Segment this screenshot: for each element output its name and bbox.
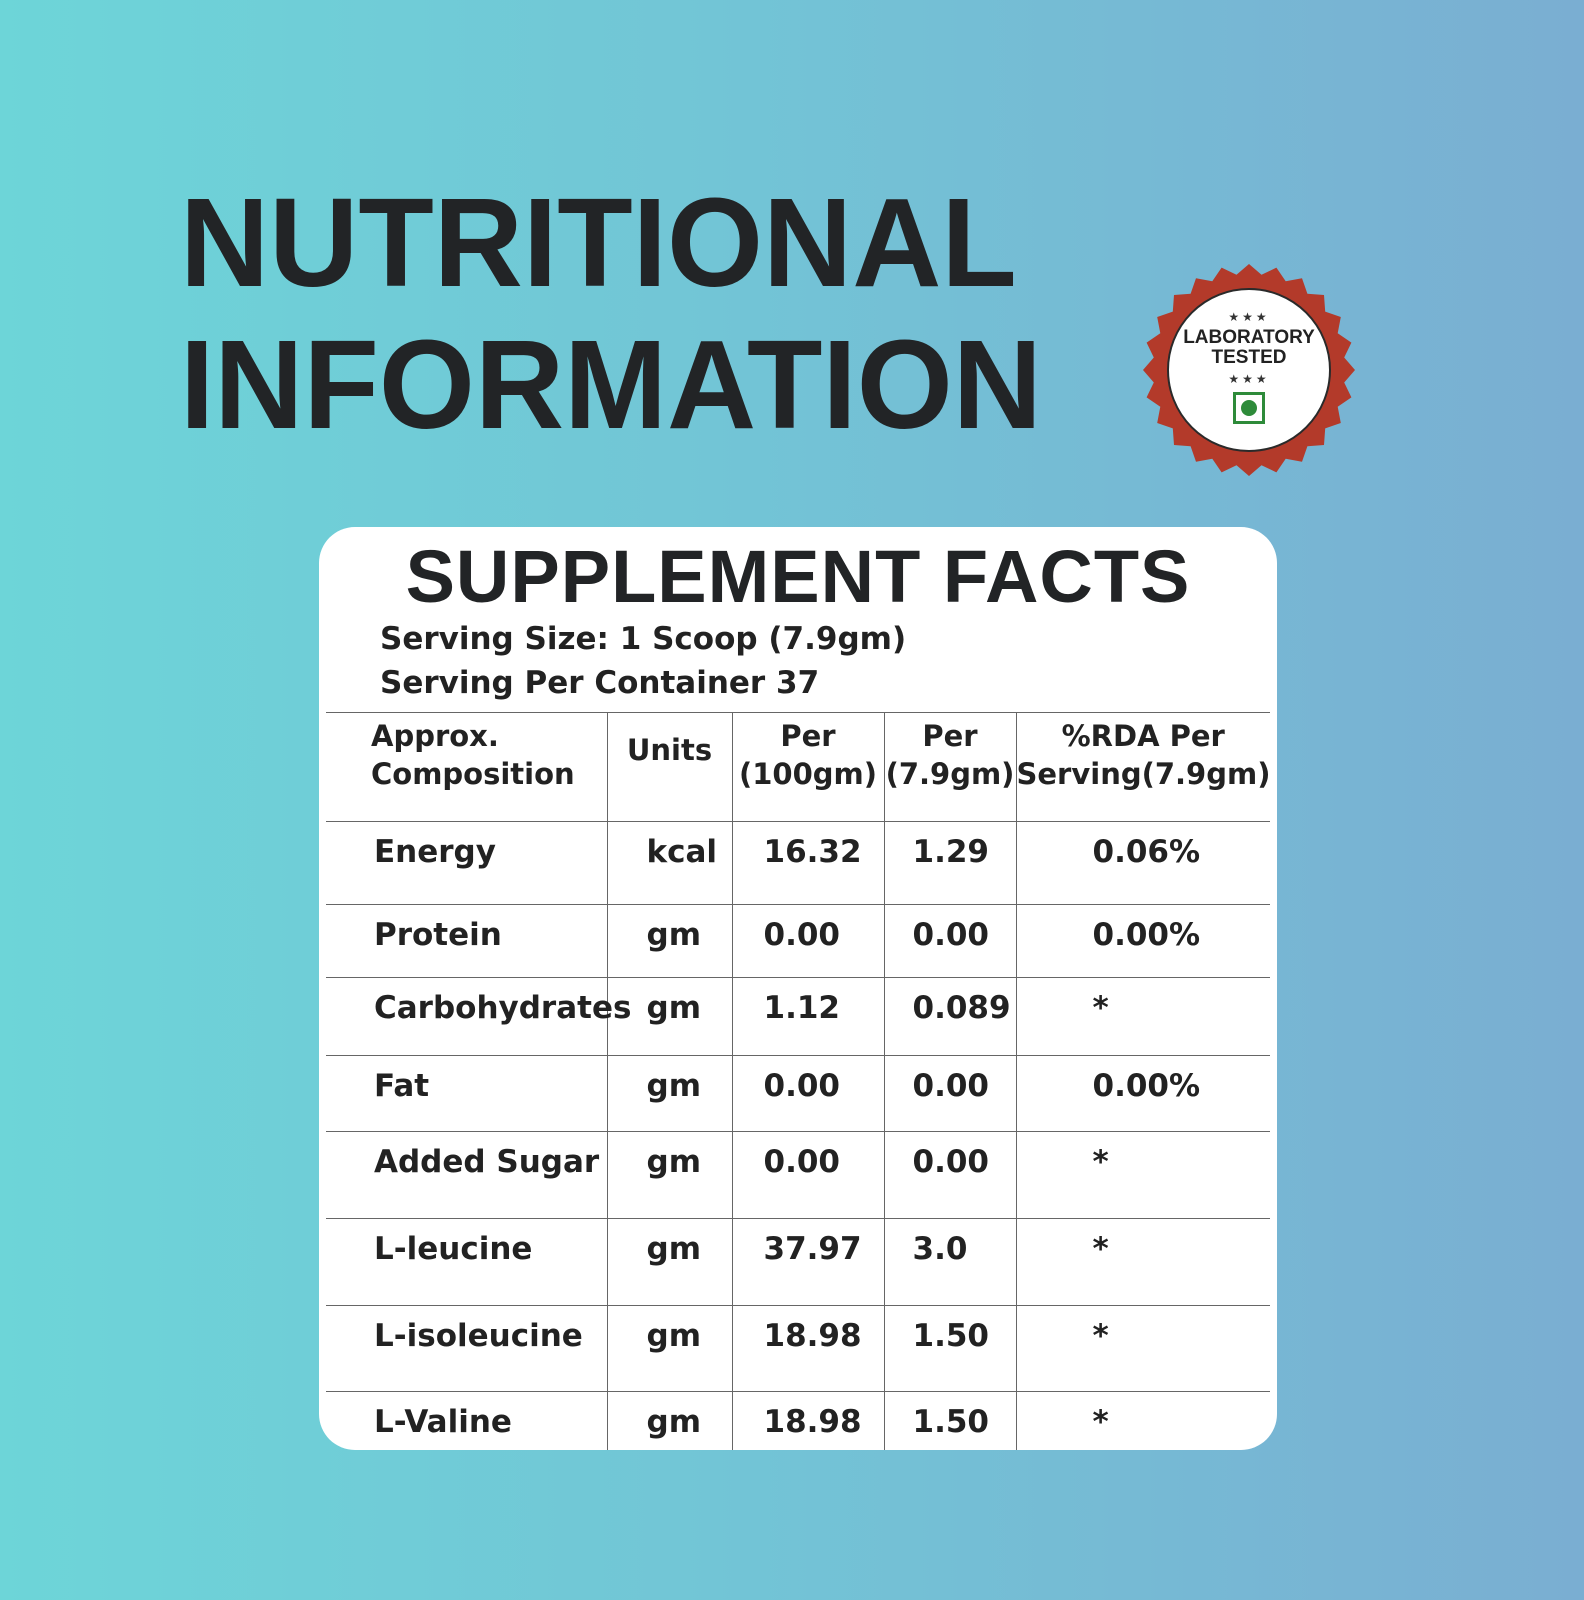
header-rda-line-2: Serving(7.9gm) [1016,757,1271,791]
table-row: Carbohydrates gm 1.12 0.089 * [326,977,1270,1056]
badge-stars-bottom: ★★★ [1228,372,1270,386]
rda-value: * [1015,1391,1270,1450]
nutrient-name: L-Valine [326,1391,607,1450]
per-serving-value: 1.50 [883,1305,1016,1392]
rda-value: * [1015,1218,1270,1306]
table-row: Energy kcal 16.32 1.29 0.06% [326,821,1270,905]
header-per-serving: Per (7.9gm) [883,712,1016,822]
header-rda-line-1: %RDA Per [1061,719,1225,753]
badge-inner-circle: ★★★ LABORATORY TESTED ★★★ [1167,288,1331,452]
nutrient-unit: gm [606,977,732,1056]
rda-value: 0.00% [1015,1055,1270,1132]
nutrient-name: Protein [326,904,607,978]
nutrient-name: L-leucine [326,1218,607,1306]
header-composition: Approx. Composition [326,712,607,822]
table-row: Added Sugar gm 0.00 0.00 * [326,1131,1270,1219]
rda-value: * [1015,977,1270,1056]
nutrient-unit: gm [606,1055,732,1132]
rda-value: * [1015,1305,1270,1392]
nutrient-unit: gm [606,1391,732,1450]
serving-size: Serving Size: 1 Scoop (7.9gm) [380,621,907,657]
nutrient-name: Carbohydrates [326,977,631,1056]
table-row: L-isoleucine gm 18.98 1.50 * [326,1305,1270,1392]
table-header-row: Approx. Composition Units Per (100gm) Pe… [326,712,1271,822]
nutrient-unit: kcal [606,821,732,905]
badge-stars-top: ★★★ [1228,310,1270,324]
nutrient-name: Energy [326,821,607,905]
header-per-serving-line-2: (7.9gm) [885,757,1015,791]
rda-value: 0.00% [1015,904,1270,978]
headline-line-2: INFORMATION [180,314,1042,455]
per-100gm-value: 0.00 [731,904,884,978]
nutrient-name: Fat [326,1055,607,1132]
supplement-facts-card: SUPPLEMENT FACTS Serving Size: 1 Scoop (… [319,527,1277,1450]
table-row: Protein gm 0.00 0.00 0.00% [326,904,1270,978]
nutrient-unit: gm [606,904,732,978]
per-serving-value: 3.0 [883,1218,1016,1306]
per-100gm-value: 1.12 [731,977,884,1056]
per-100gm-value: 18.98 [731,1391,884,1450]
servings-per-container: Serving Per Container 37 [380,665,820,701]
per-serving-value: 1.29 [883,821,1016,905]
nutrient-name: Added Sugar [326,1131,607,1219]
nutrient-unit: gm [606,1131,732,1219]
table-row: L-leucine gm 37.97 3.0 * [326,1218,1270,1306]
header-per-serving-line-1: Per [922,719,978,753]
badge-label-line-1: LABORATORY [1183,327,1315,348]
header-per-100gm-line-2: (100gm) [738,757,878,791]
per-100gm-value: 0.00 [731,1055,884,1132]
rda-value: * [1015,1131,1270,1219]
per-serving-value: 0.00 [883,1131,1016,1219]
per-100gm-value: 18.98 [731,1305,884,1392]
laboratory-tested-badge: ★★★ LABORATORY TESTED ★★★ [1141,262,1357,478]
header-composition-line-1: Approx. [371,719,499,753]
headline-line-1: NUTRITIONAL [180,172,1017,313]
badge-label-line-2: TESTED [1211,347,1287,368]
header-units: Units [606,712,732,822]
per-100gm-value: 0.00 [731,1131,884,1219]
per-serving-value: 0.00 [883,904,1016,978]
per-100gm-value: 37.97 [731,1218,884,1306]
header-rda: %RDA Per Serving(7.9gm) [1015,712,1271,822]
table-row: Fat gm 0.00 0.00 0.00% [326,1055,1270,1132]
header-composition-line-2: Composition [371,757,575,791]
nutrient-name: L-isoleucine [326,1305,607,1392]
supplement-facts-table: Approx. Composition Units Per (100gm) Pe… [326,712,1270,1450]
per-100gm-value: 16.32 [731,821,884,905]
page-headline: NUTRITIONAL INFORMATION [180,172,1042,456]
header-per-100gm-line-1: Per [780,719,836,753]
header-per-100gm: Per (100gm) [731,712,884,822]
table-row: L-Valine gm 18.98 1.50 * [326,1391,1270,1450]
card-title: SUPPLEMENT FACTS [405,535,1191,618]
veg-mark-icon [1233,392,1265,424]
per-serving-value: 0.00 [883,1055,1016,1132]
per-serving-value: 0.089 [883,977,1016,1056]
nutrient-unit: gm [606,1218,732,1306]
badge-label: LABORATORY TESTED [1169,328,1329,368]
rda-value: 0.06% [1015,821,1270,905]
per-serving-value: 1.50 [883,1391,1016,1450]
nutrient-unit: gm [606,1305,732,1392]
